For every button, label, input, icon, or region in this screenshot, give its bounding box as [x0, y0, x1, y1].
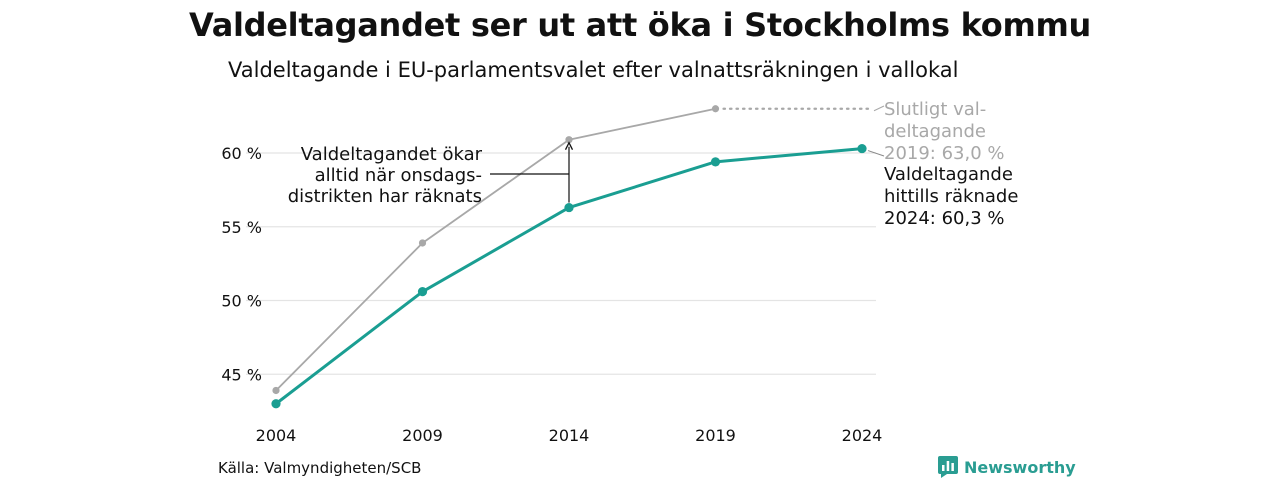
annotation-text: Valdeltagandet ökar: [301, 144, 483, 165]
annotation-text: distrikten har räknats: [288, 186, 482, 207]
y-tick-label: 60 %: [221, 144, 262, 163]
annotation-arrowhead: [564, 141, 574, 151]
final-label-leader: [873, 105, 885, 112]
counted-series-label: Valdeltagande: [884, 164, 1013, 185]
counted-series-point: [271, 399, 281, 409]
counted-series-label: 2024: 60,3 %: [884, 208, 1005, 229]
final-series-line: [275, 107, 716, 392]
counted-label-leader: [867, 150, 885, 157]
y-tick-label: 50 %: [221, 292, 262, 311]
final-series-label: deltagande: [884, 121, 986, 142]
x-tick-label: 2014: [549, 426, 590, 445]
annotation-text: alltid när onsdags-: [315, 165, 482, 186]
counted-series-point: [564, 202, 574, 213]
chart-subtitle: Valdeltagande i EU-parlamentsvalet efter…: [228, 58, 959, 82]
final-series-label: Slutligt val-: [884, 99, 986, 120]
chart-title: Valdeltagandet ser ut att öka i Stockhol…: [188, 6, 1092, 44]
x-tick-label: 2009: [402, 426, 443, 445]
y-tick-label: 55 %: [221, 218, 262, 237]
newsworthy-icon: [938, 456, 958, 478]
brand-logo: Newsworthy: [938, 456, 1076, 478]
x-tick-label: 2024: [842, 426, 883, 445]
counted-series-label: hittills räknade: [884, 186, 1018, 207]
brand-name: Newsworthy: [964, 457, 1076, 477]
final-series-label: 2019: 63,0 %: [884, 143, 1005, 164]
final-series-point: [272, 386, 280, 395]
final-series-point: [418, 239, 427, 247]
counted-series-point: [857, 143, 867, 154]
source-note: Källa: Valmyndigheten/SCB: [218, 459, 422, 477]
final-series-point: [711, 105, 720, 113]
x-tick-label: 2004: [256, 426, 297, 445]
x-tick-label: 2019: [695, 426, 736, 445]
final-series-point: [565, 136, 573, 144]
counted-series-point: [710, 157, 721, 167]
y-tick-label: 45 %: [221, 365, 262, 384]
counted-series-point: [417, 287, 428, 297]
